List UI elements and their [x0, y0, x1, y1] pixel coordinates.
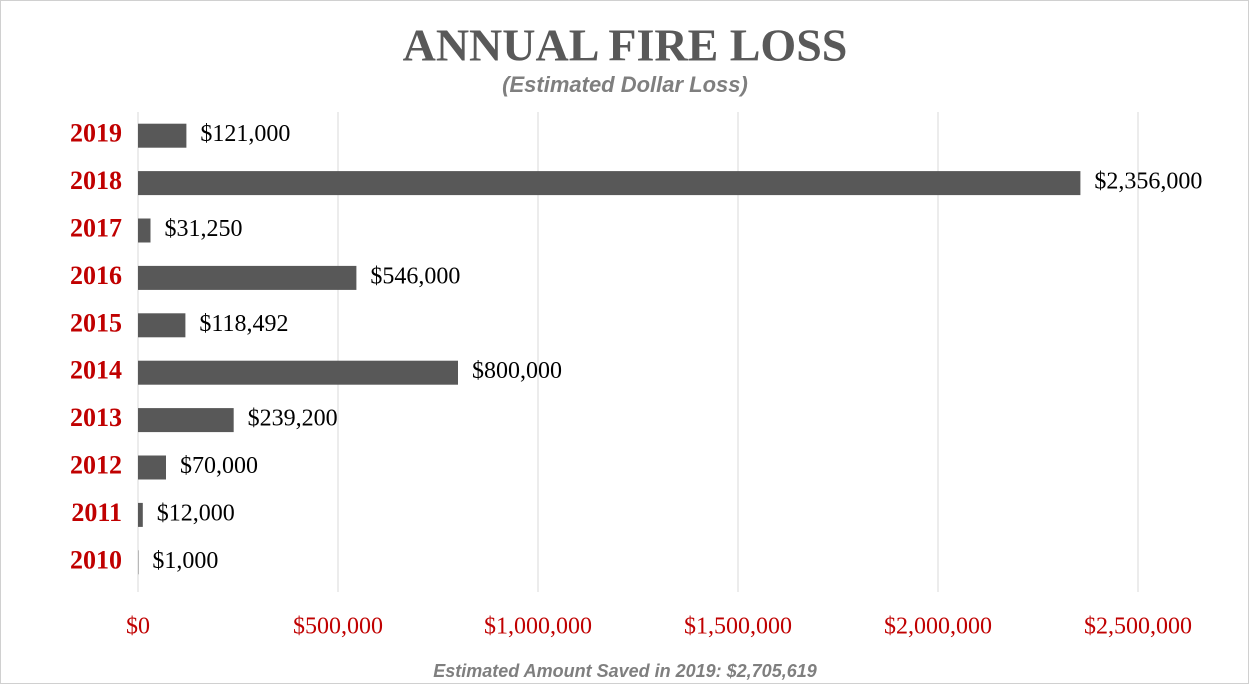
value-label: $1,000	[152, 548, 218, 574]
y-tick-label: 2011	[71, 498, 122, 527]
x-tick-label: $1,000,000	[484, 614, 592, 640]
chart-title: ANNUAL FIRE LOSS	[403, 20, 848, 71]
bar	[138, 502, 143, 527]
chart-subtitle: (Estimated Dollar Loss)	[502, 72, 748, 97]
value-label: $118,492	[199, 311, 288, 337]
y-tick-label: 2014	[70, 356, 122, 385]
x-tick-label: $2,500,000	[1084, 614, 1192, 640]
bar	[138, 265, 357, 290]
x-tick-label: $2,000,000	[884, 614, 992, 640]
x-tick-label: $0	[126, 614, 150, 640]
value-label: $546,000	[370, 263, 460, 289]
x-tick-label: $1,500,000	[684, 614, 792, 640]
y-tick-label: 2013	[70, 403, 122, 432]
y-tick-label: 2018	[70, 166, 122, 195]
y-tick-label: 2010	[70, 545, 122, 574]
bar	[138, 218, 151, 243]
bar	[138, 408, 234, 433]
value-label: $12,000	[157, 500, 235, 526]
value-label: $239,200	[248, 406, 338, 432]
bar	[138, 360, 458, 385]
bar	[138, 455, 166, 480]
value-label: $31,250	[165, 216, 243, 242]
value-label: $70,000	[180, 453, 258, 479]
annotation: Estimated Amount Saved in 2019: $2,705,6…	[433, 661, 817, 681]
y-tick-label: 2015	[70, 308, 122, 337]
value-label: $2,356,000	[1094, 169, 1202, 195]
y-tick-label: 2019	[70, 119, 122, 148]
bar	[138, 313, 186, 338]
bar	[138, 171, 1081, 196]
y-tick-label: 2016	[70, 261, 122, 290]
x-tick-label: $500,000	[293, 614, 383, 640]
value-label: $121,000	[200, 121, 290, 147]
bar	[138, 123, 187, 148]
value-label: $800,000	[472, 358, 562, 384]
y-tick-label: 2017	[70, 213, 122, 242]
y-tick-label: 2012	[70, 450, 122, 479]
